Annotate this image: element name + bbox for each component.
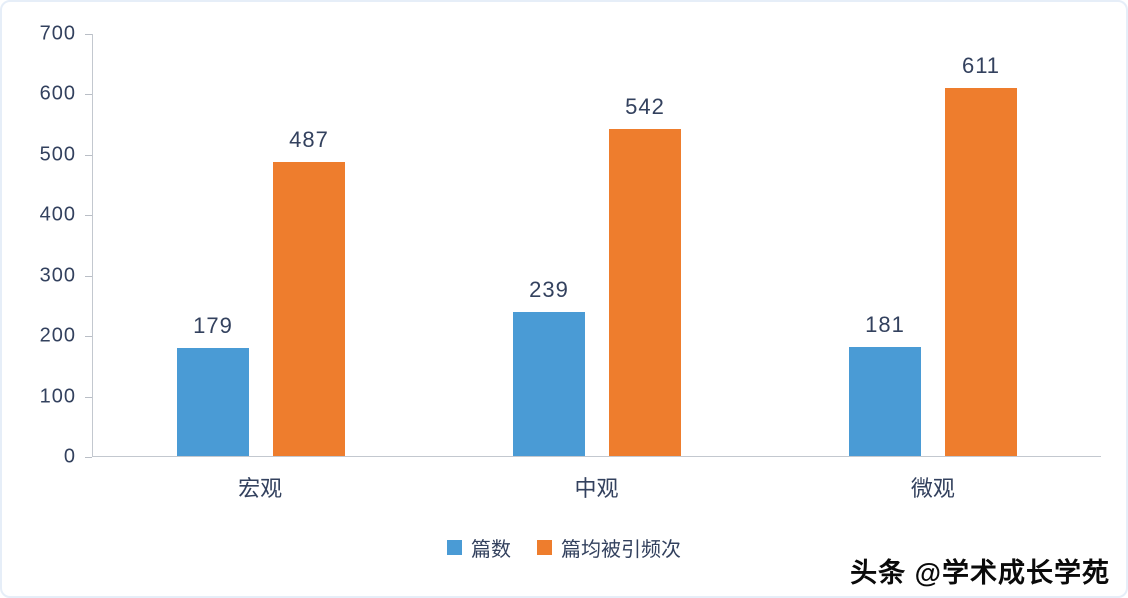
legend-swatch-icon	[537, 540, 552, 555]
y-tick-mark	[85, 154, 92, 156]
x-axis-label: 宏观	[238, 476, 283, 501]
bar-column: 542	[609, 34, 681, 456]
bar-group: 239 542	[513, 34, 681, 456]
x-axis-label: 中观	[574, 476, 619, 501]
bar-group: 179 487	[177, 34, 345, 456]
legend-item: 篇均被引频次	[537, 533, 681, 562]
category-slot: 181 611	[765, 34, 1101, 456]
bar-value-label: 542	[625, 94, 665, 120]
category-slot: 179 487	[93, 34, 429, 456]
bar-value-label: 487	[289, 127, 329, 153]
y-tick-label: 400	[39, 203, 76, 226]
legend-label: 篇数	[471, 539, 511, 561]
legend-swatch-icon	[447, 540, 462, 555]
y-tick-label: 200	[39, 324, 76, 347]
y-tick-mark	[85, 34, 92, 35]
y-tick-label: 100	[39, 385, 76, 408]
bar-column: 239	[513, 34, 585, 456]
legend-label: 篇均被引频次	[561, 539, 681, 561]
bar-value-label: 611	[961, 52, 1001, 78]
bar-value-label: 181	[865, 311, 905, 337]
bar	[513, 311, 585, 456]
bar-group: 181 611	[849, 34, 1017, 456]
category-slot: 239 542	[429, 34, 765, 456]
legend-item: 篇数	[447, 533, 511, 562]
y-tick-label: 0	[63, 445, 76, 468]
chart-box: 0 100 200 300 400 500 600 700 179 487 239 542 181 61…	[2, 2, 1126, 503]
bar	[177, 348, 249, 456]
y-tick-mark	[85, 336, 92, 338]
y-tick-label: 700	[39, 22, 76, 45]
y-tick-mark	[85, 396, 92, 398]
bar	[273, 162, 345, 456]
bar	[849, 346, 921, 456]
bar-column: 181	[849, 34, 921, 456]
bar	[945, 87, 1017, 456]
y-tick-label: 300	[39, 264, 76, 287]
watermark: 头条 @学术成长学苑	[850, 558, 1110, 588]
y-tick-label: 600	[39, 82, 76, 105]
y-tick-mark	[85, 215, 92, 217]
x-axis-label: 微观	[910, 476, 955, 501]
legend: 篇数 篇均被引频次	[2, 533, 1126, 562]
x-axis: 宏观 中观 微观	[92, 471, 1101, 503]
y-tick-label: 500	[39, 143, 76, 166]
bar-column: 611	[945, 34, 1017, 456]
y-axis: 0 100 200 300 400 500 600 700	[2, 23, 92, 468]
bar	[609, 129, 681, 456]
bar-column: 179	[177, 34, 249, 456]
plot-area: 179 487 239 542 181 611	[92, 34, 1101, 457]
bar-value-label: 179	[193, 313, 233, 339]
y-tick-mark	[85, 275, 92, 277]
y-tick-mark	[85, 457, 92, 458]
bar-value-label: 239	[529, 276, 569, 302]
y-tick-mark	[85, 94, 92, 96]
bar-column: 487	[273, 34, 345, 456]
